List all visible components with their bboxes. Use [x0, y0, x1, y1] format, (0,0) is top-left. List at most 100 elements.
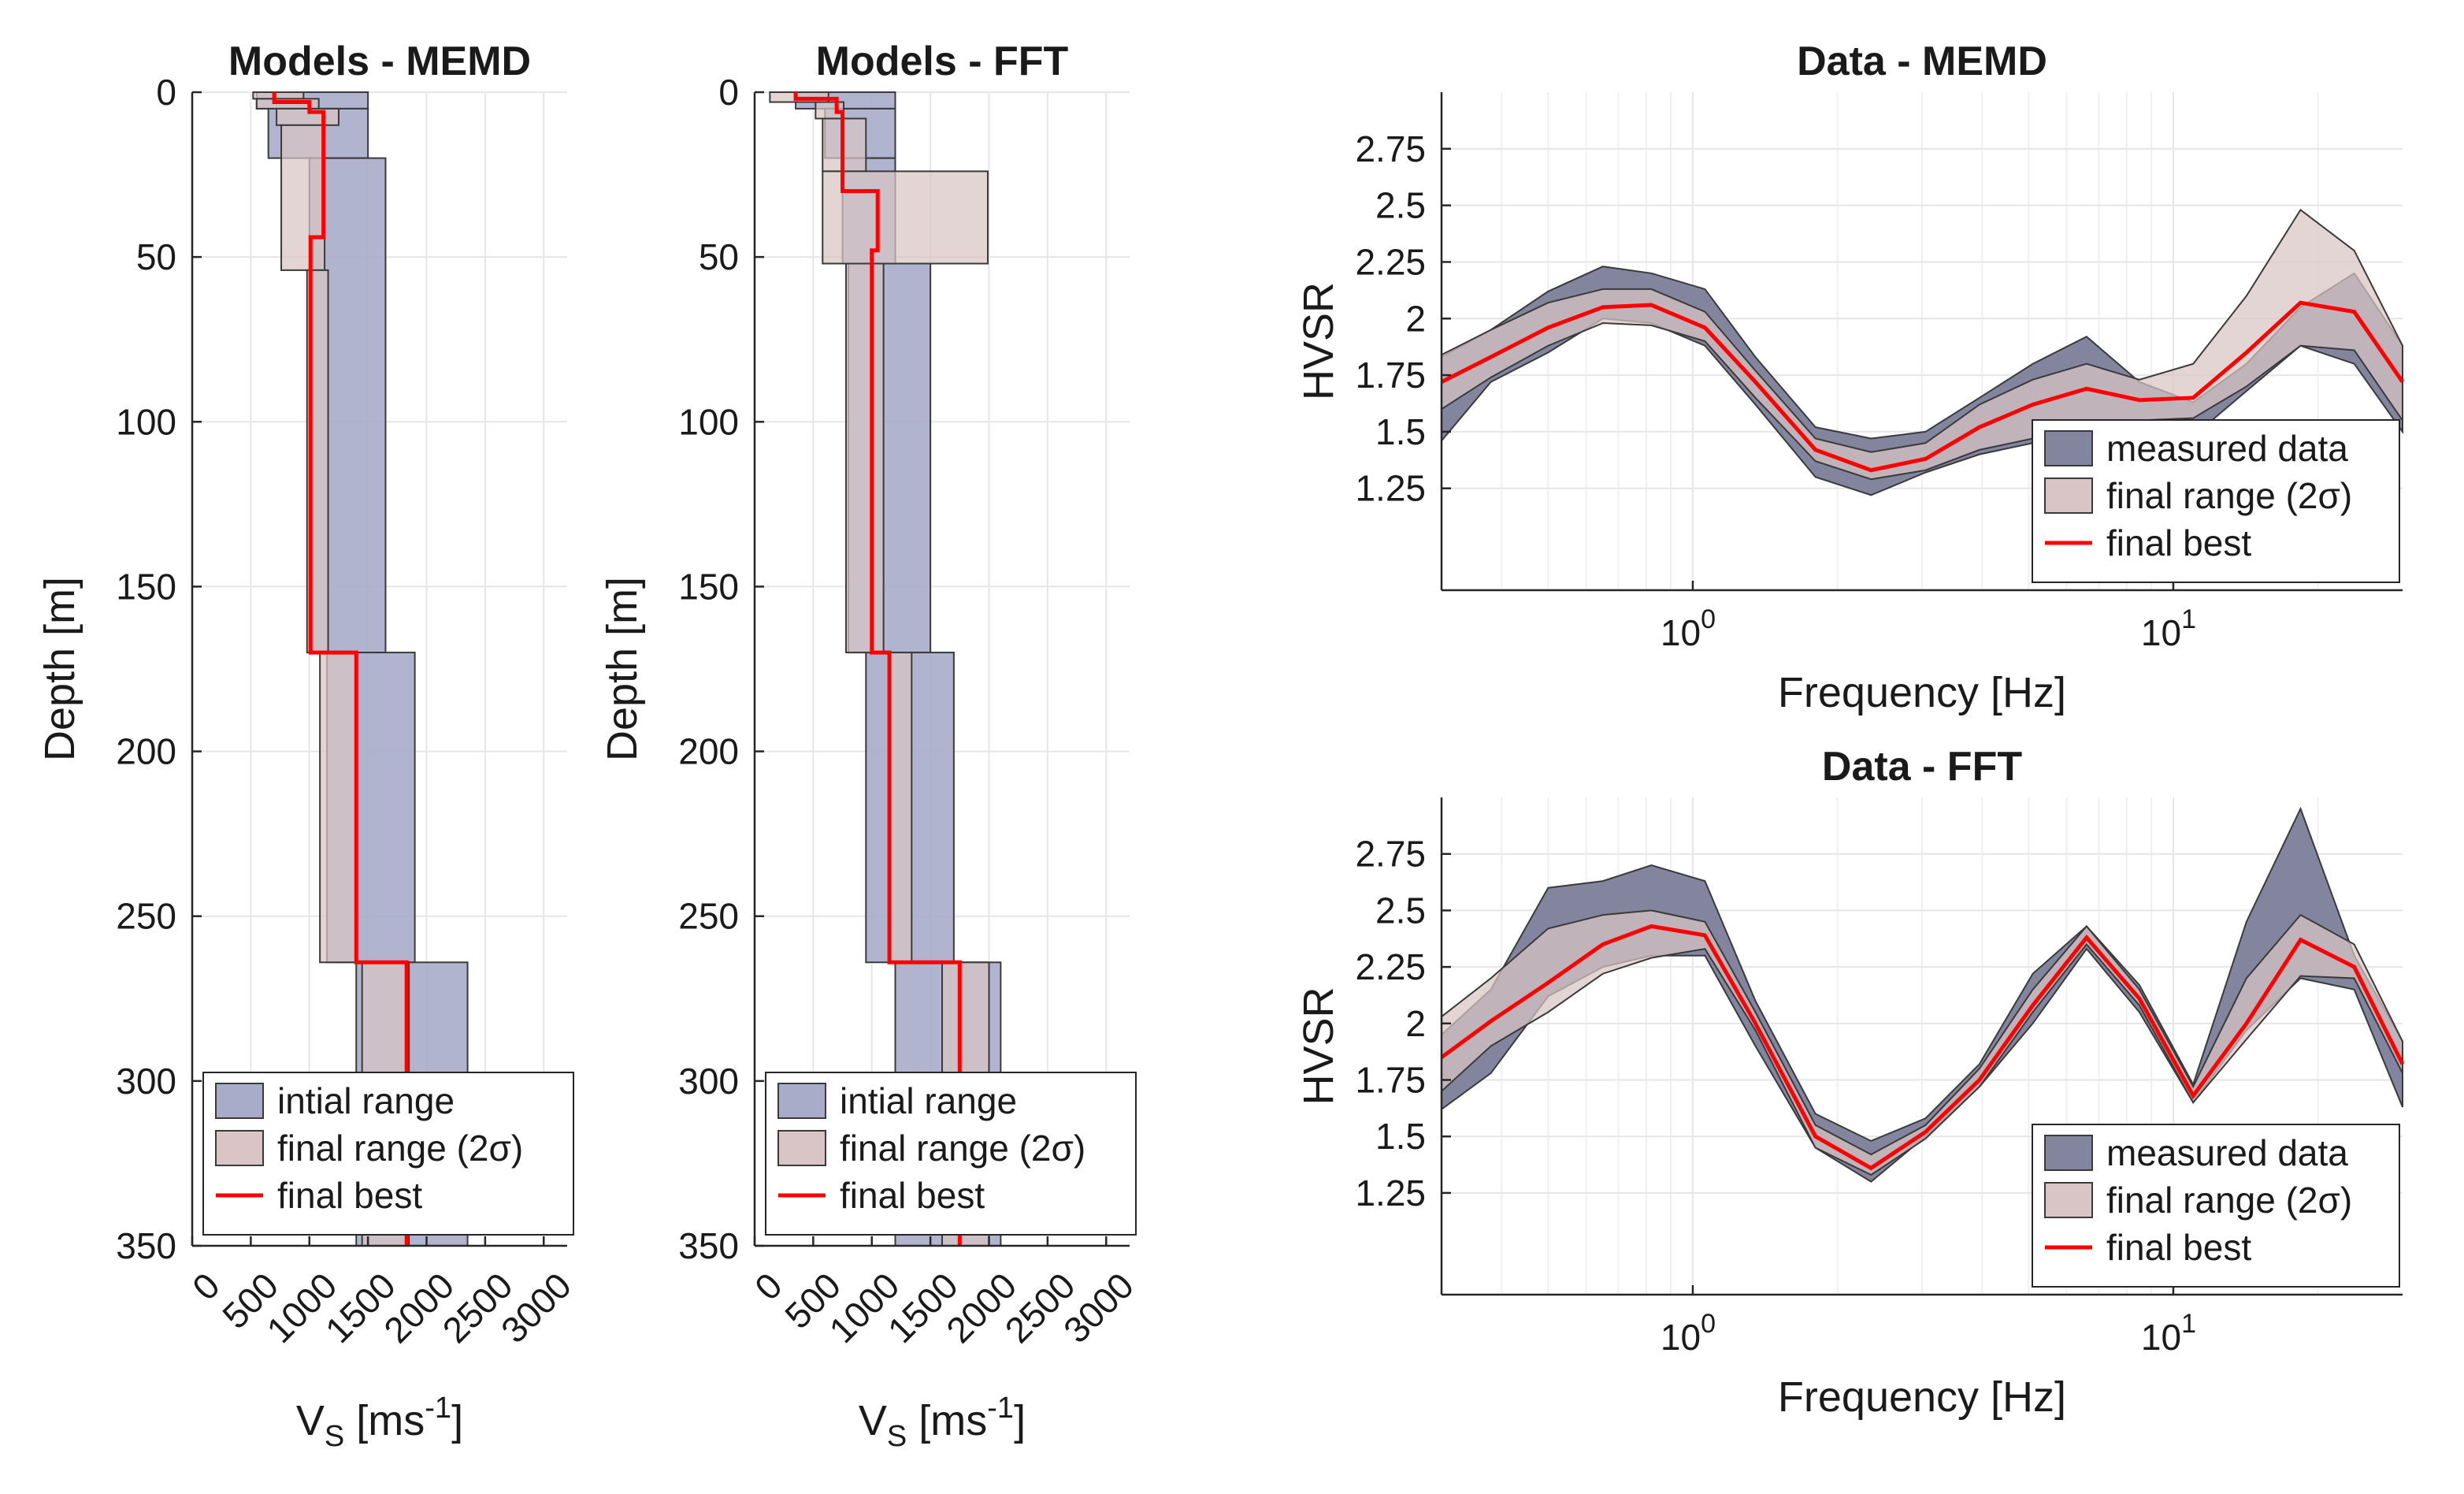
legend-label: final range (2σ) [840, 1128, 1085, 1169]
y-axis-label: Depth [m] [36, 577, 83, 761]
series-final-best-line [1440, 924, 2405, 1171]
series-measured-data-band [1441, 806, 2403, 1183]
y-tick-label: 2.25 [1355, 241, 1426, 282]
x-tick-base: 10 [1661, 1317, 1701, 1358]
legend-swatch [215, 1130, 264, 1166]
x-tick-base: 10 [2141, 1317, 2181, 1358]
chart-title: Data - FFT [1822, 744, 2022, 790]
series-final-best-line [793, 92, 962, 1246]
y-tick-label: 100 [116, 401, 176, 442]
x-label-symbol: V [296, 1397, 325, 1444]
series-final-best-line [1440, 300, 2405, 473]
legend: measured data final range (2σ) final best [2032, 1124, 2400, 1288]
x-tick-label: 100 [1661, 1309, 1716, 1358]
y-tick-label: 350 [116, 1225, 176, 1266]
y-tick-label: 50 [699, 236, 739, 277]
x-tick-exponent: 1 [2181, 604, 2196, 634]
chart-title: Data - MEMD [1797, 39, 2047, 84]
y-tick-label: 150 [116, 566, 176, 607]
y-tick-label: 2.75 [1355, 128, 1426, 169]
y-tick-label: 150 [678, 566, 739, 607]
y-tick-label: 1.75 [1355, 355, 1426, 396]
series-final-range-2--band [1441, 208, 2403, 481]
legend-box [202, 1072, 574, 1236]
y-tick-label: 300 [678, 1061, 739, 1102]
y-tick-label: 0 [718, 72, 739, 113]
legend-label: final best [2106, 1227, 2251, 1268]
models-memd-chart: 0501001502002503003500500100015002000250… [36, 39, 579, 1453]
x-axis-label: Frequency [Hz] [1778, 669, 2066, 716]
series-final-range-2--band [1441, 909, 2403, 1176]
x-tick-base: 10 [1661, 612, 1701, 653]
y-tick-label: 2.5 [1375, 890, 1426, 931]
legend-box [2032, 1124, 2400, 1288]
x-axis-label: Frequency [Hz] [1778, 1373, 2066, 1421]
x-label-units: [ms [907, 1397, 987, 1444]
legend-label: intial range [277, 1080, 455, 1121]
x-label-subscript: S [887, 1420, 907, 1453]
legend-swatch [2044, 1182, 2093, 1218]
y-axis-label: HVSR [1295, 282, 1342, 400]
legend-label: final range (2σ) [2106, 1180, 2352, 1221]
y-tick-label: 2.75 [1355, 834, 1426, 875]
legend-swatch [777, 1083, 826, 1119]
legend-swatch [2044, 430, 2093, 466]
x-label-superscript: -1 [425, 1392, 451, 1425]
x-tick-exponent: 0 [1701, 604, 1716, 634]
series-final-range-2--layer [845, 262, 885, 654]
x-tick-base: 10 [2141, 612, 2181, 653]
x-tick-label: 100 [1661, 604, 1716, 653]
legend-label: final range (2σ) [2106, 475, 2352, 516]
chart-title: Models - MEMD [228, 39, 531, 84]
y-tick-label: 300 [116, 1061, 176, 1102]
legend-label: intial range [840, 1080, 1017, 1121]
y-tick-label: 1.5 [1375, 411, 1426, 452]
x-tick-exponent: 1 [2181, 1309, 2196, 1339]
y-tick-label: 1.75 [1355, 1060, 1426, 1101]
y-tick-label: 2 [1405, 1003, 1426, 1044]
series-final-range-2--layer [252, 91, 305, 100]
legend-label: final range (2σ) [277, 1128, 523, 1169]
legend-label: measured data [2106, 1132, 2348, 1173]
x-tick-label: 101 [2141, 604, 2196, 653]
y-tick-label: 100 [678, 401, 739, 442]
y-tick-label: 0 [156, 72, 176, 113]
legend-label: final best [840, 1175, 985, 1216]
y-tick-label: 200 [678, 731, 739, 772]
legend: intial range final range (2σ) final best [765, 1072, 1137, 1236]
legend-box [2032, 419, 2400, 583]
y-tick-label: 2.25 [1355, 946, 1426, 987]
y-tick-label: 2.5 [1375, 185, 1426, 226]
series-final-range-2--layer [822, 170, 989, 265]
y-tick-label: 1.25 [1355, 468, 1426, 509]
x-label-superscript: -1 [987, 1392, 1014, 1425]
models-fft-chart: 0501001502002503003500500100015002000250… [599, 39, 1141, 1453]
y-axis-label: HVSR [1295, 987, 1342, 1105]
y-tick-label: 1.5 [1375, 1116, 1426, 1157]
y-tick-label: 1.25 [1355, 1173, 1426, 1213]
x-label-symbol: V [859, 1397, 887, 1444]
y-tick-label: 350 [678, 1225, 739, 1266]
legend-label: measured data [2106, 428, 2348, 469]
legend-swatch [2044, 1135, 2093, 1171]
legend: intial range final range (2σ) final best [202, 1072, 574, 1236]
x-tick-exponent: 0 [1701, 1309, 1716, 1339]
legend-box [765, 1072, 1137, 1236]
x-tick-label: 101 [2141, 1309, 2196, 1358]
y-tick-label: 200 [116, 731, 176, 772]
x-label-subscript: S [325, 1420, 344, 1453]
y-tick-label: 250 [116, 896, 176, 937]
chart-title: Models - FFT [816, 39, 1069, 84]
series-final-range-2--layer [280, 124, 326, 271]
y-tick-label: 2 [1405, 298, 1426, 339]
legend: measured data final range (2σ) final best [2032, 419, 2400, 583]
x-label-units: [ms [344, 1397, 425, 1444]
series-final-range-2--layer [319, 652, 358, 964]
x-label-end: ] [1014, 1397, 1026, 1444]
legend-swatch [215, 1083, 264, 1119]
series-final-best-line [272, 92, 409, 1246]
legend-label: final best [2106, 522, 2251, 563]
